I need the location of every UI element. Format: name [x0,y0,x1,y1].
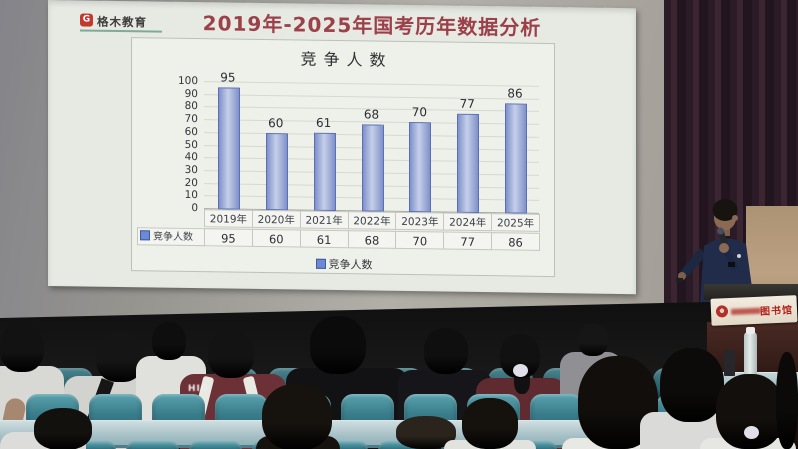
bar [313,132,336,212]
y-axis-tick: 10 [184,189,198,202]
y-axis-tick: 40 [184,151,198,164]
student-head [776,352,798,449]
university-seal-icon [715,305,729,318]
y-axis-tick: 30 [184,163,198,176]
y-axis-tick: 90 [184,87,198,100]
table-value-cell: 68 [347,230,397,249]
gridline [204,93,539,100]
table-series-header: 竞争人数 [137,227,205,247]
chart-legend: 竞争人数 [132,253,554,275]
bar [361,124,384,212]
student-head [578,324,608,356]
seat [315,441,368,449]
table-value-cell: 86 [491,232,540,251]
table-value-cell: 77 [443,231,493,251]
cup [724,350,735,376]
x-axis-label: 2024年 [443,212,493,232]
y-axis-tick: 60 [184,125,198,138]
gridline [204,81,539,87]
student-head [208,330,254,378]
student-head [152,322,186,360]
podium-banner-text: 图书馆 [759,305,794,318]
student-head [262,384,332,449]
gemu-logo-icon: G [80,13,93,27]
seat [126,441,179,449]
bar-value-label: 61 [316,115,332,130]
x-axis-label: 2021年 [299,210,349,230]
table-value-cell: 70 [395,230,445,250]
bar-value-label: 95 [220,70,236,85]
x-axis-label: 2020年 [251,209,301,229]
x-axis-label: 2025年 [491,213,540,232]
bar-chart: 竞争人数 0 10 20 30 40 50 60 70 80 90 100 95 2019年 95 60 20… [131,37,555,278]
podium-banner: 图书馆 [710,295,798,326]
student-head [660,348,724,422]
presenter-clicker [676,278,683,282]
series-key-icon [140,230,150,241]
presenter-watch [728,262,735,267]
projection-screen: G 格木教育 2019年-2025年国考历年数据分析 竞争人数 0 10 20 30 4… [48,0,636,295]
bar [409,122,432,213]
y-axis-tick: 20 [184,176,198,189]
student-head [310,316,366,374]
y-axis-tick: 100 [177,74,198,88]
y-axis-tick: 50 [184,138,198,151]
student-head [0,322,44,372]
table-value-cell: 61 [299,229,349,249]
legend-key-icon [315,258,326,269]
jacket-text: HIG [188,384,210,394]
bar-value-label: 77 [459,96,475,112]
student-head [462,398,518,449]
student-head [34,408,92,449]
bar [457,113,480,214]
x-axis-label: 2023年 [395,211,445,231]
bar-value-label: 68 [363,107,380,122]
seat [63,441,116,449]
table-value-cell: 95 [204,228,253,247]
x-axis-label: 2019年 [204,209,253,228]
slide: G 格木教育 2019年-2025年国考历年数据分析 竞争人数 0 10 20 30 4… [48,0,636,294]
y-axis-tick: 0 [191,202,198,215]
x-axis-label: 2022年 [347,211,397,230]
presenter-hair [712,199,738,221]
water-bottle [744,327,757,376]
bar-value-label: 70 [411,105,427,120]
bar [217,87,240,210]
seat [189,441,242,449]
slide-title: 2019年-2025年国考历年数据分析 [202,11,542,40]
table-value-cell: 60 [251,228,301,248]
y-axis-tick: 70 [184,113,198,126]
student-head [424,328,468,374]
bar-value-label: 60 [268,115,284,131]
bar [505,103,528,214]
bar [265,132,288,211]
bar-value-label: 86 [507,86,523,101]
chart-title: 竞争人数 [300,49,393,70]
y-axis-tick: 80 [184,100,198,113]
